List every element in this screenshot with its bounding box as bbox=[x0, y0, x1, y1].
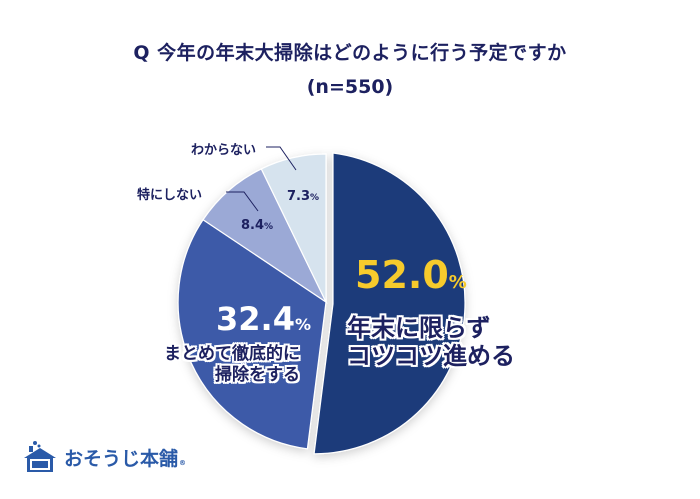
chart-subtitle: (n=550) bbox=[306, 76, 394, 98]
value-wakaranai: 7.3% bbox=[287, 189, 320, 204]
label-matomete: まとめて徹底的に 掃除をする bbox=[164, 344, 300, 385]
brand-name: おそうじ本舗® bbox=[64, 447, 187, 470]
slice-kotsukotsu bbox=[313, 152, 466, 455]
slice-wakaranai bbox=[260, 153, 327, 303]
value-tokuni-shinai: 8.4% bbox=[241, 218, 274, 233]
label-kotsukotsu: 年末に限らず コツコツ進める bbox=[347, 314, 515, 370]
brand-logo: おそうじ本舗® bbox=[22, 440, 186, 474]
leader-line-wakaranai bbox=[266, 146, 297, 171]
label-tokuni-shinai: 特にしない bbox=[137, 188, 203, 203]
slice-matomete bbox=[177, 218, 327, 450]
chart-title: Q 今年の年末大掃除はどのように行う予定ですか bbox=[133, 42, 567, 64]
value-matomete: 32.4% bbox=[216, 300, 311, 338]
leader-line-tokuni-shinai bbox=[226, 191, 259, 212]
house-logo-icon bbox=[24, 441, 56, 472]
value-kotsukotsu: 52.0% bbox=[355, 253, 467, 297]
label-wakaranai: わからない bbox=[191, 143, 257, 158]
